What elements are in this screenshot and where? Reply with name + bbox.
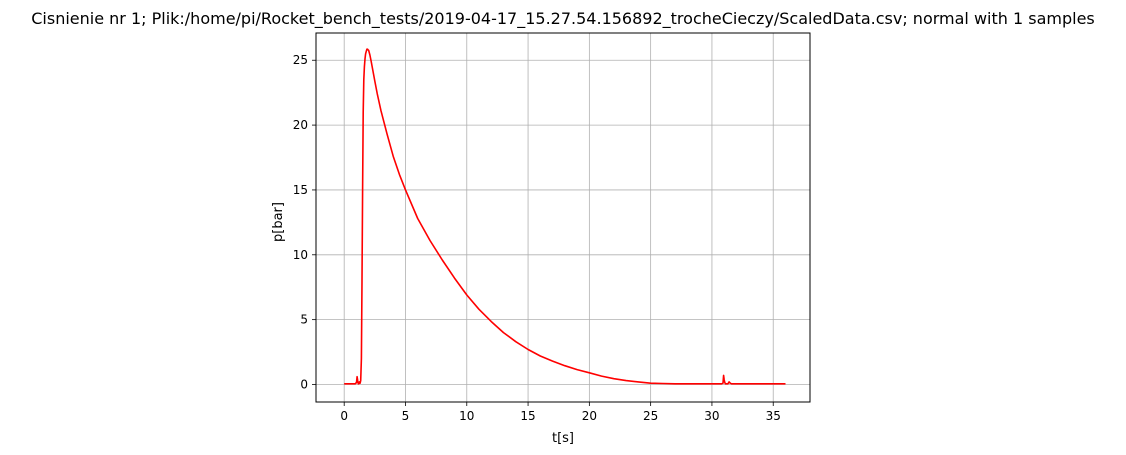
y-tick-label: 5 [300,313,308,327]
x-tick-label: 5 [402,409,410,423]
y-axis-ticks: 0 5 10 15 20 25 [293,53,316,391]
x-tick-label: 15 [520,409,535,423]
x-tick-label: 35 [766,409,781,423]
y-tick-label: 0 [300,377,308,391]
y-axis-label: p[bar] [271,202,286,242]
x-tick-label: 30 [704,409,719,423]
y-tick-label: 20 [293,118,308,132]
x-axis-label: t[s] [552,431,574,446]
x-tick-label: 0 [340,409,348,423]
x-tick-label: 10 [459,409,474,423]
plot-frame [315,32,811,403]
y-tick-label: 10 [293,248,308,262]
x-tick-label: 20 [582,409,597,423]
pressure-series-line [344,48,786,385]
x-axis-ticks: 0 5 10 15 20 25 30 35 [340,402,781,423]
x-tick-label: 25 [643,409,658,423]
y-tick-label: 15 [293,183,308,197]
y-tick-label: 25 [293,53,308,67]
chart-title: Cisnienie nr 1; Plik:/home/pi/Rocket_ben… [31,9,1095,29]
grid-lines [316,33,810,402]
series-layer [344,48,786,385]
